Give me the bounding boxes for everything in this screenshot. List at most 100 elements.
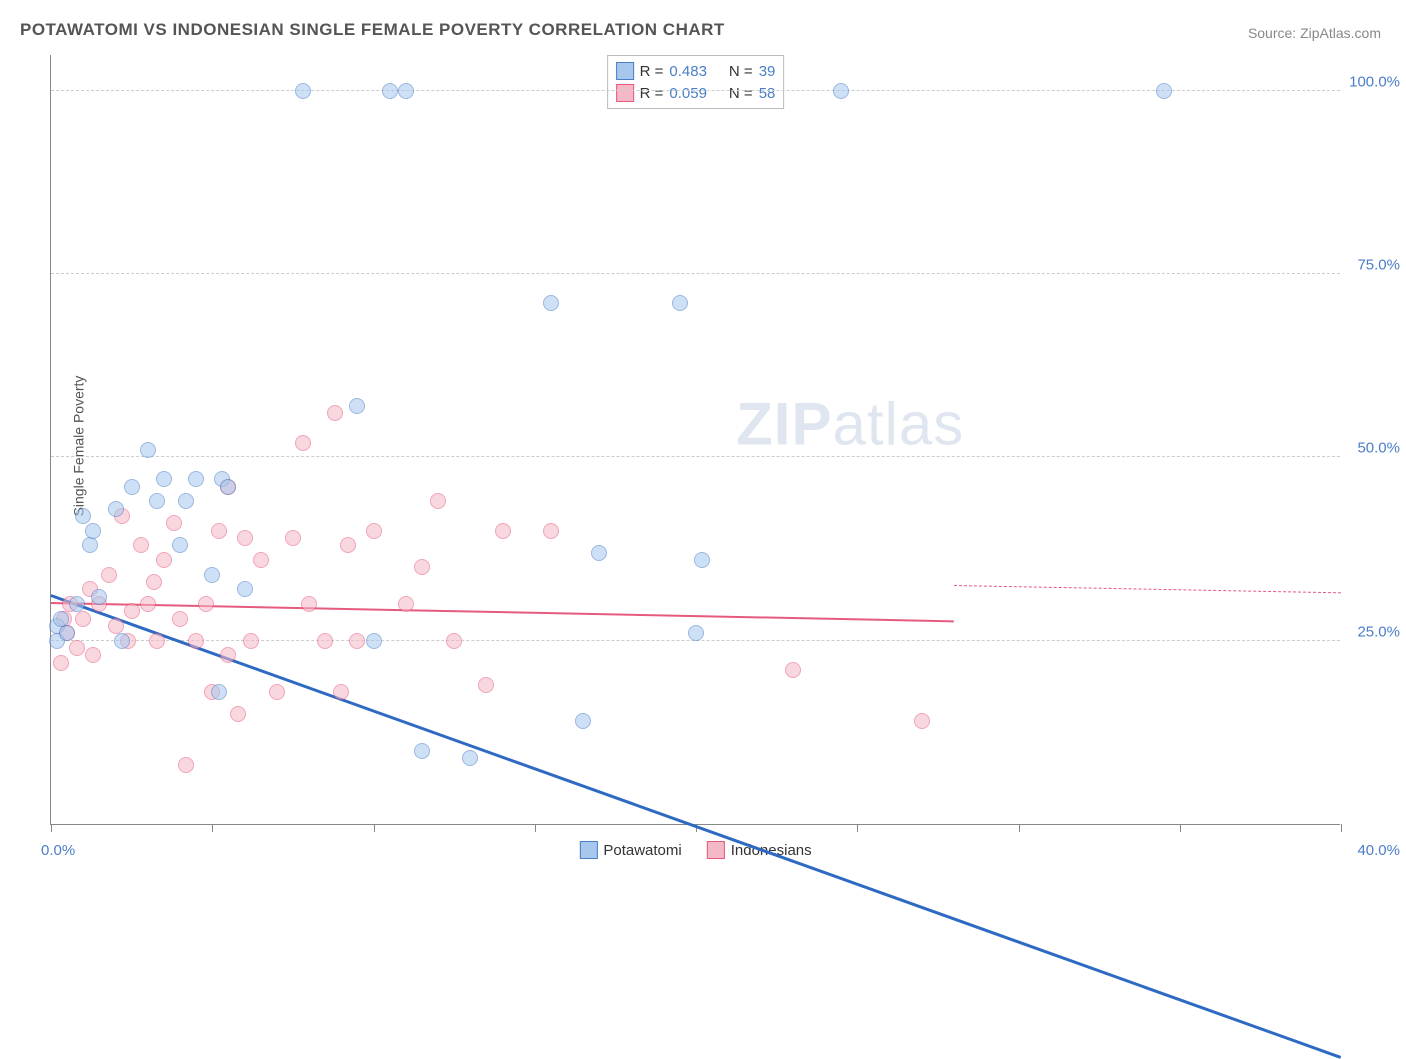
x-tick bbox=[1341, 824, 1342, 832]
scatter-point bbox=[833, 83, 849, 99]
scatter-point bbox=[188, 633, 204, 649]
scatter-point bbox=[140, 442, 156, 458]
scatter-point bbox=[101, 567, 117, 583]
swatch-icon bbox=[579, 841, 597, 859]
n-label: N = bbox=[729, 63, 753, 80]
x-tick bbox=[1180, 824, 1181, 832]
y-tick-label: 100.0% bbox=[1349, 73, 1400, 90]
grid-line bbox=[51, 273, 1340, 274]
grid-line bbox=[51, 456, 1340, 457]
scatter-point bbox=[295, 435, 311, 451]
x-tick bbox=[857, 824, 858, 832]
scatter-point bbox=[446, 633, 462, 649]
scatter-point bbox=[382, 83, 398, 99]
scatter-point bbox=[694, 552, 710, 568]
x-axis-max-label: 40.0% bbox=[1357, 842, 1400, 859]
scatter-point bbox=[166, 515, 182, 531]
scatter-point bbox=[543, 523, 559, 539]
scatter-point bbox=[591, 545, 607, 561]
y-tick-label: 50.0% bbox=[1357, 440, 1400, 457]
scatter-point bbox=[178, 757, 194, 773]
scatter-point bbox=[75, 508, 91, 524]
scatter-point bbox=[204, 567, 220, 583]
swatch-icon bbox=[707, 841, 725, 859]
scatter-point bbox=[253, 552, 269, 568]
watermark-bold: ZIP bbox=[736, 391, 832, 458]
y-tick-label: 25.0% bbox=[1357, 623, 1400, 640]
scatter-point bbox=[146, 574, 162, 590]
swatch-series-2 bbox=[616, 84, 634, 102]
scatter-point bbox=[156, 552, 172, 568]
grid-line bbox=[51, 90, 1340, 91]
scatter-point bbox=[172, 611, 188, 627]
scatter-point bbox=[220, 647, 236, 663]
scatter-point bbox=[69, 640, 85, 656]
swatch-series-1 bbox=[616, 62, 634, 80]
trend-line bbox=[51, 594, 1342, 1058]
scatter-point bbox=[178, 493, 194, 509]
scatter-point bbox=[59, 625, 75, 641]
scatter-point bbox=[333, 684, 349, 700]
scatter-point bbox=[914, 713, 930, 729]
scatter-point bbox=[172, 537, 188, 553]
scatter-point bbox=[340, 537, 356, 553]
x-axis-min-label: 0.0% bbox=[41, 842, 75, 859]
scatter-point bbox=[114, 633, 130, 649]
n-label: N = bbox=[729, 85, 753, 102]
scatter-point bbox=[398, 83, 414, 99]
scatter-point bbox=[349, 633, 365, 649]
trend-line bbox=[954, 585, 1341, 593]
correlation-legend: R = 0.483 N = 39 R = 0.059 N = 58 bbox=[607, 55, 785, 109]
legend-row-series-1: R = 0.483 N = 39 bbox=[616, 60, 776, 82]
scatter-point bbox=[69, 596, 85, 612]
legend-row-series-2: R = 0.059 N = 58 bbox=[616, 82, 776, 104]
x-tick bbox=[51, 824, 52, 832]
x-tick bbox=[374, 824, 375, 832]
scatter-point bbox=[108, 501, 124, 517]
scatter-point bbox=[211, 684, 227, 700]
chart-title: POTAWATOMI VS INDONESIAN SINGLE FEMALE P… bbox=[20, 20, 725, 40]
x-tick bbox=[535, 824, 536, 832]
watermark-light: atlas bbox=[832, 391, 964, 458]
source-attribution: Source: ZipAtlas.com bbox=[1248, 25, 1381, 41]
scatter-point bbox=[140, 596, 156, 612]
y-tick-label: 75.0% bbox=[1357, 257, 1400, 274]
x-tick bbox=[1019, 824, 1020, 832]
scatter-point bbox=[149, 493, 165, 509]
scatter-point bbox=[220, 479, 236, 495]
scatter-point bbox=[133, 537, 149, 553]
scatter-point bbox=[317, 633, 333, 649]
r-value-1: 0.483 bbox=[669, 63, 707, 80]
x-tick bbox=[212, 824, 213, 832]
scatter-point bbox=[211, 523, 227, 539]
scatter-point bbox=[285, 530, 301, 546]
r-label: R = bbox=[640, 85, 664, 102]
scatter-point bbox=[785, 662, 801, 678]
scatter-point bbox=[156, 471, 172, 487]
scatter-point bbox=[688, 625, 704, 641]
scatter-point bbox=[543, 295, 559, 311]
scatter-point bbox=[124, 603, 140, 619]
scatter-point bbox=[366, 633, 382, 649]
scatter-point bbox=[188, 471, 204, 487]
scatter-point bbox=[53, 655, 69, 671]
scatter-point bbox=[85, 647, 101, 663]
scatter-point bbox=[295, 83, 311, 99]
scatter-point bbox=[82, 537, 98, 553]
scatter-point bbox=[124, 479, 140, 495]
scatter-point bbox=[327, 405, 343, 421]
scatter-point bbox=[366, 523, 382, 539]
scatter-point bbox=[349, 398, 365, 414]
scatter-point bbox=[398, 596, 414, 612]
scatter-point bbox=[53, 611, 69, 627]
scatter-point bbox=[237, 530, 253, 546]
scatter-point bbox=[301, 596, 317, 612]
scatter-point bbox=[430, 493, 446, 509]
plot-area: ZIPatlas R = 0.483 N = 39 R = 0.059 N = … bbox=[50, 55, 1340, 825]
scatter-point bbox=[672, 295, 688, 311]
r-label: R = bbox=[640, 63, 664, 80]
scatter-point bbox=[462, 750, 478, 766]
legend-label-1: Potawatomi bbox=[603, 842, 681, 859]
scatter-point bbox=[1156, 83, 1172, 99]
scatter-point bbox=[237, 581, 253, 597]
